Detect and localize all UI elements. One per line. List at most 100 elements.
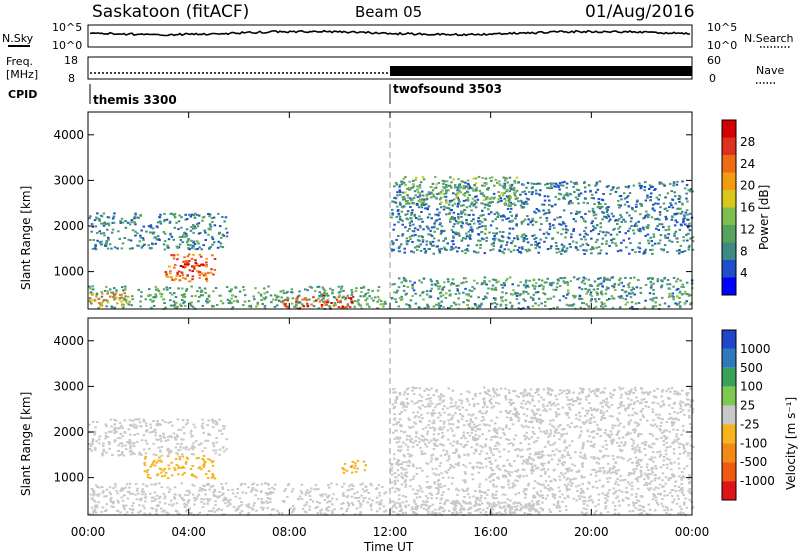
power-cell-8: [463, 187, 466, 190]
power-cell-6: [423, 307, 426, 310]
vel-cell-4: [562, 433, 565, 436]
vel-cell-0: [170, 499, 173, 502]
vel-cell-4: [593, 512, 597, 515]
power-cell-7: [509, 201, 512, 204]
power-cell-7: [572, 230, 575, 232]
vel-cell-0: [185, 510, 188, 513]
power-cell-7: [456, 222, 459, 225]
power-cell-0: [227, 302, 231, 304]
power-cell-8: [445, 186, 448, 189]
vel-cell-1: [94, 447, 97, 450]
power-cell-7: [390, 249, 394, 252]
vel-cell-0: [224, 498, 228, 500]
vel-cell-4: [643, 483, 646, 486]
power-cell-6: [526, 305, 530, 308]
power-cell-7: [461, 222, 464, 225]
vel-cell-1: [110, 425, 113, 428]
power-cell-0: [149, 298, 152, 301]
power-cell-7: [635, 203, 638, 206]
vel-cell-0: [260, 483, 264, 486]
vel-cell-4: [415, 512, 418, 515]
power-cell-7: [559, 193, 563, 196]
vel-cell-4: [504, 410, 508, 412]
power-cell-7: [438, 250, 441, 253]
vel-cell-4: [654, 396, 658, 399]
vel-cell-0: [128, 486, 131, 489]
power-cell-6: [490, 302, 494, 305]
power-cell-3: [198, 264, 201, 267]
vel-cell-1: [174, 446, 178, 449]
power-cell-7: [557, 192, 561, 195]
power-cell-0: [286, 305, 290, 308]
power-cell-6: [519, 293, 522, 296]
power-cell-4: [140, 246, 143, 249]
vel-cell-0: [121, 499, 125, 502]
power-cell-7: [473, 222, 476, 225]
vel-cell-0: [98, 493, 101, 496]
vel-cell-4: [436, 438, 439, 441]
power-cell-6: [534, 282, 538, 285]
power-cell-7: [427, 233, 430, 236]
vel-cell-4: [530, 457, 534, 460]
power-cell-0: [282, 292, 286, 295]
power-cell-7: [562, 196, 565, 199]
vel-cell-0: [142, 504, 145, 507]
power-cell-4: [186, 239, 190, 242]
vel-cell-0: [260, 498, 263, 501]
power-cell-0: [329, 287, 332, 290]
power-cell-6: [626, 301, 629, 304]
power-cell-7: [666, 236, 669, 239]
power-cell-7: [584, 226, 588, 229]
power-cell-7: [526, 203, 529, 205]
vel-cell-4: [579, 492, 582, 495]
power-cell-7: [428, 192, 432, 195]
vel-cell-0: [265, 500, 268, 503]
vel-cell-0: [305, 501, 309, 504]
power-cell-0: [277, 299, 281, 302]
power-cell-7: [440, 206, 443, 209]
power-cell-6: [644, 283, 648, 286]
power-cell-7: [550, 205, 554, 207]
power-cell-5: [304, 297, 307, 300]
vel-cell-0: [328, 494, 331, 497]
power-cell-7: [480, 231, 483, 234]
power-cell-6: [630, 301, 634, 304]
vel-cell-4: [492, 387, 495, 390]
vel-cell-1: [127, 442, 131, 445]
power-cell-4: [190, 247, 194, 250]
power-cell-6: [652, 289, 655, 291]
vel-cell-4: [455, 448, 458, 451]
vel-cell-1: [190, 430, 193, 432]
power-cell-4: [181, 241, 184, 244]
power-cell-7: [644, 234, 647, 237]
power-cell-4: [103, 234, 106, 237]
power-cell-6: [552, 295, 556, 298]
vel-cell-0: [270, 508, 274, 511]
vel-cell-4: [543, 472, 547, 475]
power-cell-8: [421, 176, 425, 179]
vel-cell-0: [287, 484, 290, 487]
vel-cell-2: [204, 460, 207, 463]
power-cell-6: [592, 307, 596, 310]
power-cell-6: [409, 299, 413, 302]
power-cell-8: [410, 199, 413, 202]
power-cell-6: [517, 302, 521, 305]
vel-cell-0: [335, 483, 339, 486]
vel-cell-0: [250, 488, 254, 491]
power-cell-8: [409, 202, 413, 205]
power-cell-4: [120, 247, 124, 250]
power-cell-4: [197, 214, 201, 217]
power-cell-7: [559, 216, 562, 219]
vel-cell-4: [531, 395, 534, 398]
power-cell-0: [110, 291, 113, 294]
power-cell-7: [542, 203, 546, 206]
vel-cell-4: [688, 491, 691, 494]
power-cell-4: [217, 240, 221, 243]
power-cell-7: [429, 233, 432, 236]
vel-cell-4: [480, 502, 484, 505]
power-cell-6: [473, 303, 477, 305]
power-cell-0: [183, 295, 187, 298]
vel-cell-4: [528, 462, 532, 465]
power-cell-0: [337, 291, 341, 294]
power-cell-7: [681, 210, 684, 213]
